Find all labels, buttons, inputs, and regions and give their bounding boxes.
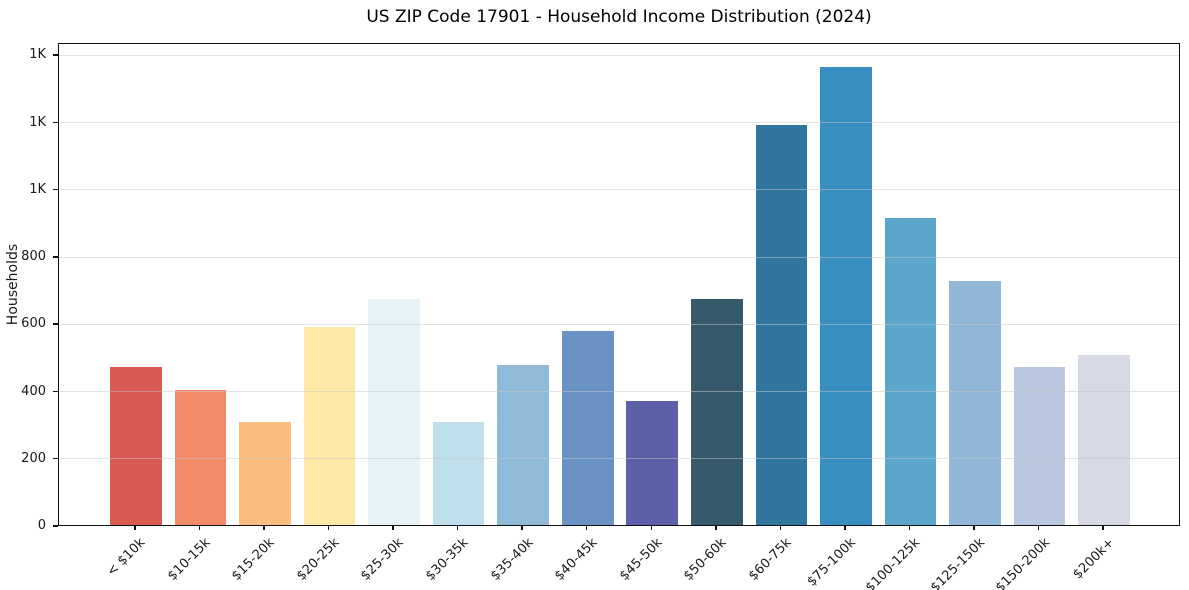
gridline-1000 (59, 189, 1179, 191)
y-tick-mark (53, 256, 58, 258)
x-tick-mark (908, 526, 911, 530)
y-tick-label: 800 (21, 249, 46, 265)
x-tick-label: $200k+ (1070, 535, 1118, 583)
x-tick-label: $10-15k (164, 535, 214, 584)
bar-$25-30k (368, 299, 420, 525)
gridline-400 (59, 391, 1179, 393)
bar-$45-50k (626, 400, 679, 525)
bar-$60-75k (755, 125, 808, 525)
y-tick-label: 0 (37, 518, 46, 533)
x-tick-label: $15-20k (229, 535, 278, 584)
bar-$75-100k (820, 66, 872, 525)
gridline-600 (59, 323, 1179, 325)
bar-$100-125k (884, 217, 937, 525)
x-tick-label: $30-35k (423, 535, 472, 584)
y-tick-label: 200 (21, 450, 46, 466)
bar-$150-200k (1013, 367, 1066, 525)
x-tick-mark (263, 526, 265, 530)
x-tick-label: $20-25k (293, 535, 343, 584)
bar-< $10k (110, 367, 162, 525)
y-tick-mark (53, 121, 58, 124)
y-tick-label: 1K (29, 114, 46, 130)
x-tick-label: $100-125k (863, 535, 924, 590)
x-tick-mark (715, 526, 717, 530)
gridline-800 (59, 256, 1179, 258)
x-tick-mark (198, 526, 201, 530)
x-tick-mark (1037, 526, 1040, 530)
x-tick-mark (1102, 526, 1104, 530)
bar-$15-20k (239, 421, 291, 525)
x-tick-mark (779, 526, 782, 530)
x-tick-mark (392, 526, 394, 530)
x-tick-label: $75-100k (804, 535, 859, 590)
x-tick-mark (650, 526, 653, 530)
x-tick-label: $40-45k (552, 535, 601, 584)
y-tick-label: 600 (21, 316, 46, 332)
bar-$40-45k (561, 330, 614, 525)
bar-$10-15k (174, 390, 227, 525)
y-tick-label: 1K (29, 47, 46, 63)
x-tick-label: $50-60k (681, 535, 730, 584)
x-tick-mark (456, 526, 459, 530)
x-tick-label: $25-30k (358, 535, 407, 584)
bar-$200k+ (1078, 354, 1130, 525)
bar-$35-40k (497, 364, 549, 525)
bar-$30-35k (432, 421, 485, 525)
x-tick-mark (973, 526, 975, 530)
x-tick-label: $45-50k (616, 535, 666, 584)
gridline-1200 (59, 122, 1179, 124)
x-tick-mark (134, 526, 136, 530)
bar-$50-60k (691, 299, 743, 525)
x-tick-mark (844, 526, 846, 530)
x-tick-label: $150-200k (992, 535, 1053, 590)
x-tick-mark (521, 526, 523, 530)
y-tick-label: 400 (21, 383, 46, 399)
x-tick-label: $60-75k (745, 535, 795, 584)
gridline-200 (59, 458, 1179, 460)
y-tick-mark (53, 188, 58, 191)
y-tick-mark (53, 323, 58, 325)
bar-$125-150k (949, 280, 1001, 525)
bar-$20-25k (303, 326, 356, 525)
x-tick-label: < $10k (104, 535, 149, 580)
y-tick-label: 1K (29, 181, 46, 197)
y-tick-mark (53, 525, 58, 527)
y-tick-mark (53, 54, 58, 56)
x-tick-mark (585, 526, 588, 530)
x-tick-label: $35-40k (487, 535, 537, 584)
chart-title: US ZIP Code 17901 - Household Income Dis… (366, 7, 872, 27)
y-tick-mark (53, 390, 58, 393)
x-tick-label: $125-150k (927, 535, 988, 590)
y-tick-mark (53, 457, 58, 460)
x-tick-mark (327, 526, 330, 530)
plot-area (58, 43, 1180, 526)
gridline-1400 (59, 54, 1179, 56)
